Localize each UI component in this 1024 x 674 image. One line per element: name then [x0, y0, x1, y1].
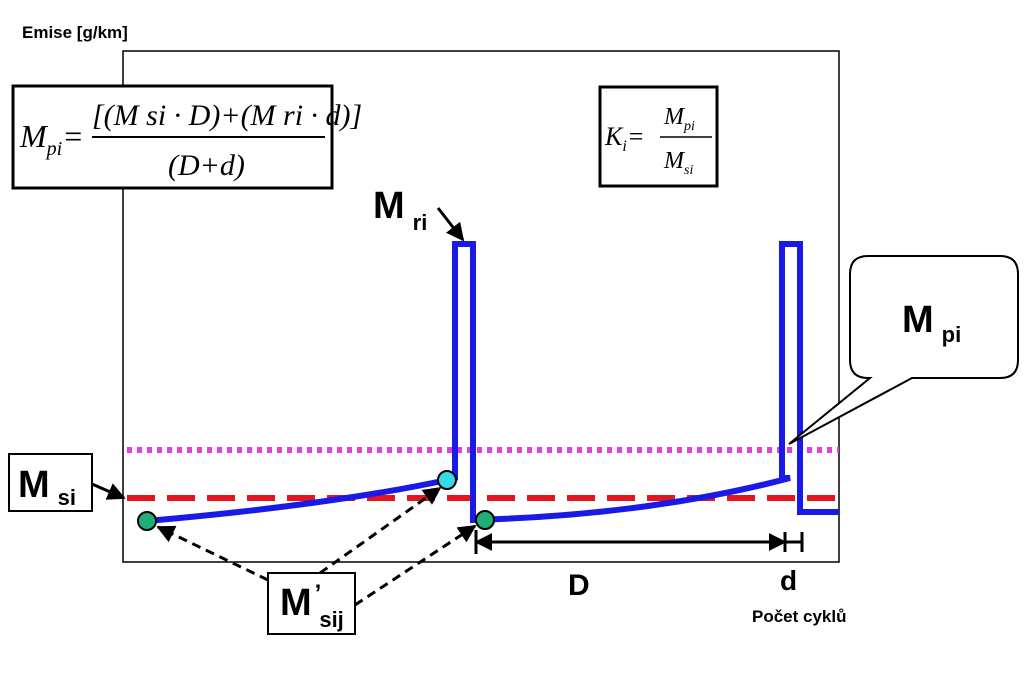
x-axis-label: Počet cyklů [752, 607, 847, 626]
mri-arrow [436, 207, 465, 242]
msi-label-box [8, 453, 93, 512]
mpi-callout-bubble [788, 255, 1019, 445]
ki-formula: Ki= Mpi Msi [604, 104, 712, 178]
svg-text:Mpi=: Mpi= [19, 118, 82, 160]
plot-frame [122, 50, 840, 563]
msij-arrow-peak [319, 486, 442, 575]
emission-curve [146, 241, 839, 524]
D-label: D [568, 569, 590, 602]
d-label: d [780, 565, 797, 596]
mpi-denominator: (D+d) [168, 149, 245, 182]
msij-arrow-start [156, 525, 269, 582]
svg-text:Mpi: Mpi [663, 104, 695, 134]
msi-arrow [91, 482, 126, 500]
mpi-formula: Mpi= [(M si · D)+(M ri · d)] (D+d) [19, 99, 362, 182]
mpi-numerator: [(M si · D)+(M ri · d)] [92, 99, 362, 132]
svg-text:Msi: Msi [663, 148, 693, 178]
y-axis-label: Emise [g/km] [22, 23, 128, 42]
msij-marker-after [475, 510, 495, 530]
svg-text:Ki=: Ki= [604, 122, 643, 155]
msij-marker-peak [437, 470, 457, 490]
msij-marker-start [137, 511, 157, 531]
msij-label-box [267, 572, 356, 635]
msij-label: M’ sij [280, 580, 344, 632]
msij-arrow-after [354, 524, 477, 607]
